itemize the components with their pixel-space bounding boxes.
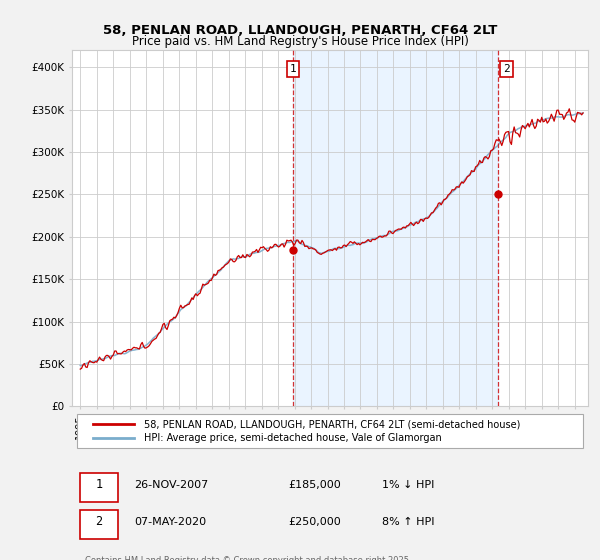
- FancyBboxPatch shape: [77, 413, 583, 447]
- Text: 58, PENLAN ROAD, LLANDOUGH, PENARTH, CF64 2LT (semi-detached house): 58, PENLAN ROAD, LLANDOUGH, PENARTH, CF6…: [144, 419, 521, 430]
- Text: HPI: Average price, semi-detached house, Vale of Glamorgan: HPI: Average price, semi-detached house,…: [144, 433, 442, 444]
- Text: Contains HM Land Registry data © Crown copyright and database right 2025.
This d: Contains HM Land Registry data © Crown c…: [85, 556, 412, 560]
- Text: 1: 1: [95, 478, 103, 491]
- Text: 1% ↓ HPI: 1% ↓ HPI: [382, 480, 434, 489]
- Bar: [293, 50, 498, 407]
- Text: 8% ↑ HPI: 8% ↑ HPI: [382, 517, 434, 527]
- Text: 1: 1: [290, 64, 296, 74]
- Text: £250,000: £250,000: [289, 517, 341, 527]
- Text: 2: 2: [95, 515, 103, 528]
- Text: Price paid vs. HM Land Registry's House Price Index (HPI): Price paid vs. HM Land Registry's House …: [131, 35, 469, 49]
- Text: 2: 2: [503, 64, 510, 74]
- Text: £185,000: £185,000: [289, 480, 341, 489]
- Text: 07-MAY-2020: 07-MAY-2020: [134, 517, 206, 527]
- FancyBboxPatch shape: [80, 473, 118, 502]
- Text: 58, PENLAN ROAD, LLANDOUGH, PENARTH, CF64 2LT: 58, PENLAN ROAD, LLANDOUGH, PENARTH, CF6…: [103, 24, 497, 38]
- FancyBboxPatch shape: [80, 510, 118, 539]
- Text: 26-NOV-2007: 26-NOV-2007: [134, 480, 208, 489]
